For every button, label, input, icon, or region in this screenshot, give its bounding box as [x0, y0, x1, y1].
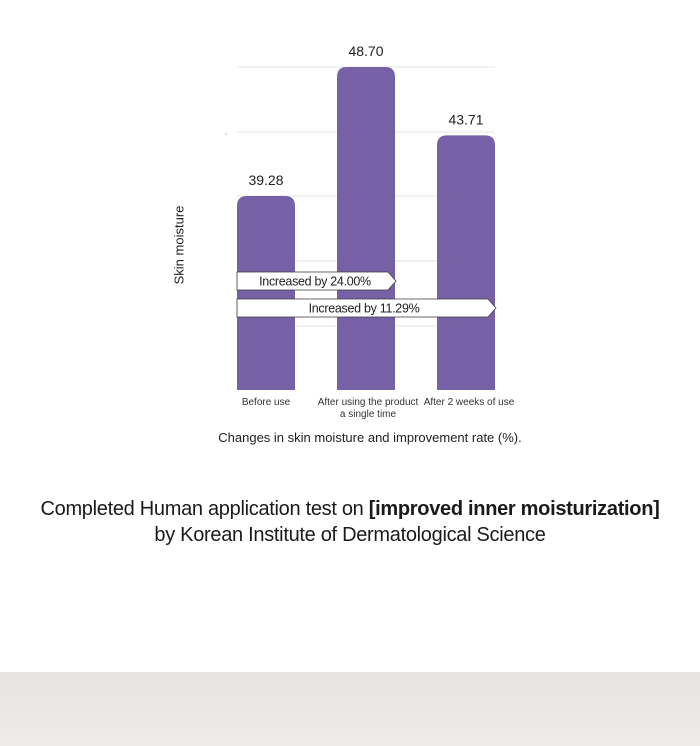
headline-bold-text: [improved inner moisturization]: [368, 498, 660, 520]
annotation-label: Increased by 11.29%: [309, 302, 420, 316]
bar-value-label: 48.70: [348, 43, 383, 59]
x-tick-label: a single time: [340, 409, 397, 420]
bar-3: [437, 135, 495, 390]
bar-2: [337, 67, 395, 390]
chart-area: 39.28 48.70 43.71 Before use After using the…: [171, 43, 515, 420]
axis-tick-dot: [225, 133, 227, 135]
headline: Completed Human application test on [imp…: [0, 496, 700, 548]
headline-line-1: Completed Human application test on [imp…: [0, 496, 700, 522]
annotation-label: Increased by 24.00%: [259, 275, 371, 289]
y-axis-label: Skin moisture: [171, 205, 187, 285]
bar-value-label: 43.71: [448, 111, 483, 127]
x-tick-label: After 2 weeks of use: [424, 397, 515, 408]
bottom-band: [0, 672, 700, 746]
x-tick-label: After using the product: [318, 397, 419, 408]
annotation-arrow: [236, 298, 497, 318]
chart-caption: Changes in skin moisture and improvement…: [218, 430, 522, 445]
x-tick-label: Before use: [242, 397, 291, 408]
bar-value-label: 39.28: [248, 172, 283, 188]
bar-1: [237, 196, 295, 390]
headline-line-2: by Korean Institute of Dermatological Sc…: [154, 524, 546, 546]
bar-chart: 39.28 48.70 43.71 Before use After using the…: [225, 43, 515, 420]
annotation-arrow: [236, 271, 397, 291]
headline-plain-text: Completed Human application test on: [40, 498, 369, 520]
